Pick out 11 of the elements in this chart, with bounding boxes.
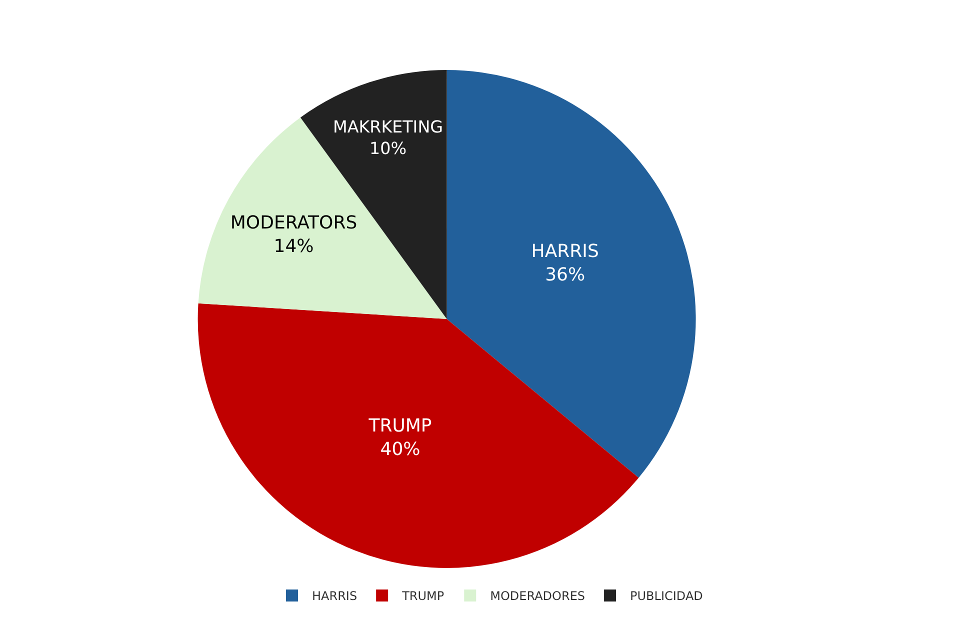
legend-label: PUBLICIDAD [630,589,703,604]
data-label: MODERATORS 14% [230,212,358,258]
data-label: TRUMP 40% [368,415,432,460]
legend-label: MODERADORES [490,589,586,604]
legend-label: HARRIS [312,589,358,604]
data-label: MAKRKETING 10% [332,117,444,158]
legend-label: TRUMP [401,589,444,604]
pie-slice [198,118,447,319]
pie-slice [198,303,639,568]
pie-slice [446,70,696,478]
data-label: HARRIS 36% [531,241,599,286]
